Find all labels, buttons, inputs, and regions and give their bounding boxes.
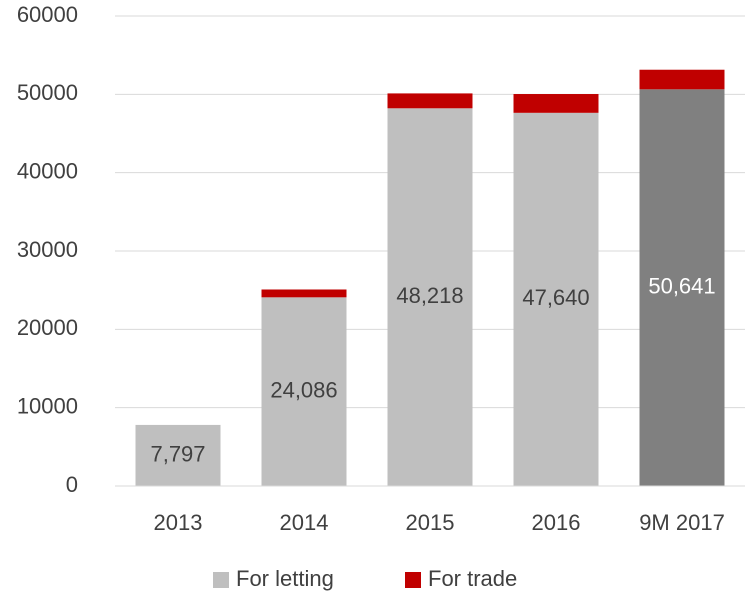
data-label: 48,218 xyxy=(396,283,463,308)
bar-segment xyxy=(261,289,347,298)
data-label: 7,797 xyxy=(150,441,205,466)
x-tick-label: 9M 2017 xyxy=(639,510,725,535)
y-tick-label: 40000 xyxy=(17,158,78,183)
data-label: 50,641 xyxy=(648,273,715,298)
data-label: 47,640 xyxy=(522,285,589,310)
bar-segment xyxy=(639,69,725,90)
y-tick-label: 30000 xyxy=(17,237,78,262)
bar-segment xyxy=(261,297,347,486)
y-tick-label: 20000 xyxy=(17,315,78,340)
bar-segment xyxy=(639,89,725,486)
legend-swatch xyxy=(213,572,229,588)
y-tick-label: 10000 xyxy=(17,393,78,418)
x-tick-label: 2013 xyxy=(154,510,203,535)
bar-segment xyxy=(513,112,599,486)
x-tick-label: 2016 xyxy=(532,510,581,535)
y-tick-label: 60000 xyxy=(17,2,78,27)
y-tick-label: 50000 xyxy=(17,80,78,105)
bar-segment xyxy=(513,94,599,113)
bar-segment xyxy=(387,93,473,109)
x-tick-label: 2015 xyxy=(406,510,455,535)
x-tick-label: 2014 xyxy=(280,510,329,535)
y-tick-label: 0 xyxy=(66,472,78,497)
bar-segment xyxy=(387,108,473,487)
legend-label: For trade xyxy=(428,566,517,591)
legend-swatch xyxy=(405,572,421,588)
legend-label: For letting xyxy=(236,566,334,591)
data-label: 24,086 xyxy=(270,377,337,402)
bar-segment xyxy=(135,424,221,486)
